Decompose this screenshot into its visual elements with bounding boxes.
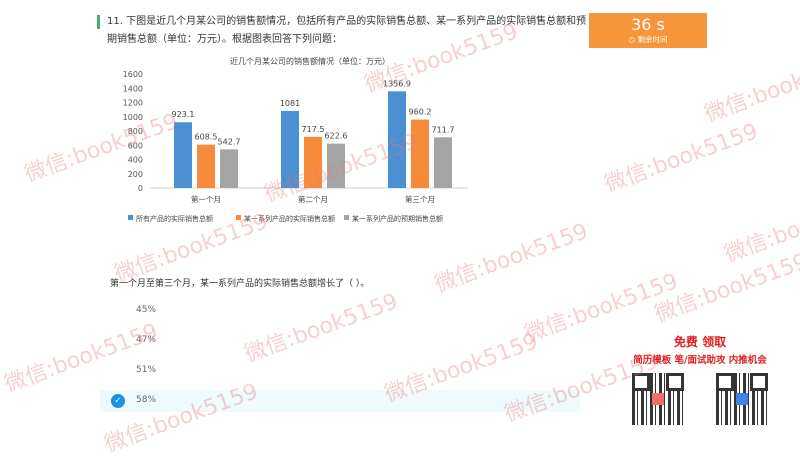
legend-label: 所有产品的实际销售总额 bbox=[136, 214, 213, 223]
option-label: 47% bbox=[136, 335, 157, 345]
bar bbox=[174, 122, 192, 188]
legend-swatch bbox=[236, 215, 241, 220]
legend-label: 某一系列产品的预期销售总额 bbox=[352, 214, 443, 223]
option-label: 45% bbox=[136, 305, 157, 315]
data-label: 622.6 bbox=[325, 132, 348, 141]
checkmark-icon: ✓ bbox=[111, 394, 125, 408]
watermark: 微信:book5159 bbox=[651, 249, 800, 328]
sub-question: 第一个月至第三个月，某一系列产品的实际销售总额增长了（ ）。 bbox=[110, 279, 370, 289]
data-label: 960.2 bbox=[409, 108, 432, 117]
y-tick-label: 200 bbox=[128, 170, 143, 179]
y-tick-label: 0 bbox=[138, 184, 143, 193]
y-tick-label: 1600 bbox=[123, 70, 143, 79]
bar bbox=[220, 149, 238, 188]
data-label: 711.7 bbox=[432, 125, 455, 134]
y-tick-label: 600 bbox=[128, 141, 143, 150]
sales-bar-chart: 近几个月某公司的销售额情况（单位：万元） 0 200 400 600 800 1000 12… bbox=[123, 56, 468, 223]
y-tick-label: 400 bbox=[128, 156, 143, 165]
clock-icon: ◷ bbox=[628, 35, 638, 44]
legend-label: 某一系列产品的实际销售总额 bbox=[244, 214, 335, 223]
bar bbox=[388, 91, 406, 188]
timer-value: 36 s bbox=[631, 15, 665, 34]
question-marker bbox=[97, 15, 100, 29]
chart-title: 近几个月某公司的销售额情况（单位：万元） bbox=[230, 56, 390, 66]
watermark: 微信:book5159 bbox=[101, 379, 262, 458]
legend-swatch bbox=[344, 215, 349, 220]
bar bbox=[327, 143, 345, 188]
answer-option[interactable]: ✓ 58% bbox=[100, 390, 580, 412]
data-label: 542.7 bbox=[218, 137, 241, 146]
category-label: 第二个月 bbox=[298, 194, 328, 204]
watermark: 微信:book5159 bbox=[701, 49, 800, 128]
bar bbox=[281, 110, 299, 188]
qr-code-2 bbox=[716, 373, 768, 425]
data-label: 1081 bbox=[280, 99, 300, 108]
answer-option[interactable]: 51% bbox=[100, 360, 580, 382]
category-label: 第一个月 bbox=[191, 194, 221, 204]
qr-code-1 bbox=[632, 373, 684, 425]
data-label: 608.5 bbox=[195, 133, 218, 142]
bar bbox=[197, 144, 215, 188]
answer-option[interactable]: 47% bbox=[100, 330, 580, 352]
bar bbox=[411, 119, 429, 188]
answer-option[interactable]: 45% bbox=[100, 300, 580, 322]
y-tick-label: 1000 bbox=[123, 113, 143, 122]
y-tick-label: 1200 bbox=[123, 99, 143, 108]
watermark: 微信:book5159 bbox=[601, 119, 762, 198]
y-tick-label: 800 bbox=[128, 127, 143, 136]
option-label: 51% bbox=[136, 365, 157, 375]
legend-swatch bbox=[128, 215, 133, 220]
promo-title: 免费 领取 bbox=[673, 335, 727, 349]
watermark: 微信:book5159 bbox=[1, 319, 162, 398]
bar bbox=[304, 136, 322, 188]
data-label: 923.1 bbox=[172, 110, 195, 119]
watermark: 微信:book5159 bbox=[721, 189, 800, 268]
countdown-timer: 36 s ◷ 剩余时间 bbox=[589, 13, 707, 48]
data-label: 1356.9 bbox=[383, 79, 411, 88]
option-label: 58% bbox=[136, 395, 157, 405]
bar bbox=[434, 137, 452, 188]
data-label: 717.5 bbox=[302, 125, 325, 134]
category-label: 第三个月 bbox=[405, 194, 435, 204]
promo-subtitle: 简历模板 笔/面试助攻 内推机会 bbox=[633, 355, 767, 366]
question-text: 11. 下图是近几个月某公司的销售额情况，包括所有产品的实际销售总额、某一系列产… bbox=[107, 16, 587, 45]
y-tick-label: 1400 bbox=[123, 84, 143, 93]
timer-label: 剩余时间 bbox=[637, 35, 668, 44]
watermark: 微信:book5159 bbox=[241, 289, 402, 368]
